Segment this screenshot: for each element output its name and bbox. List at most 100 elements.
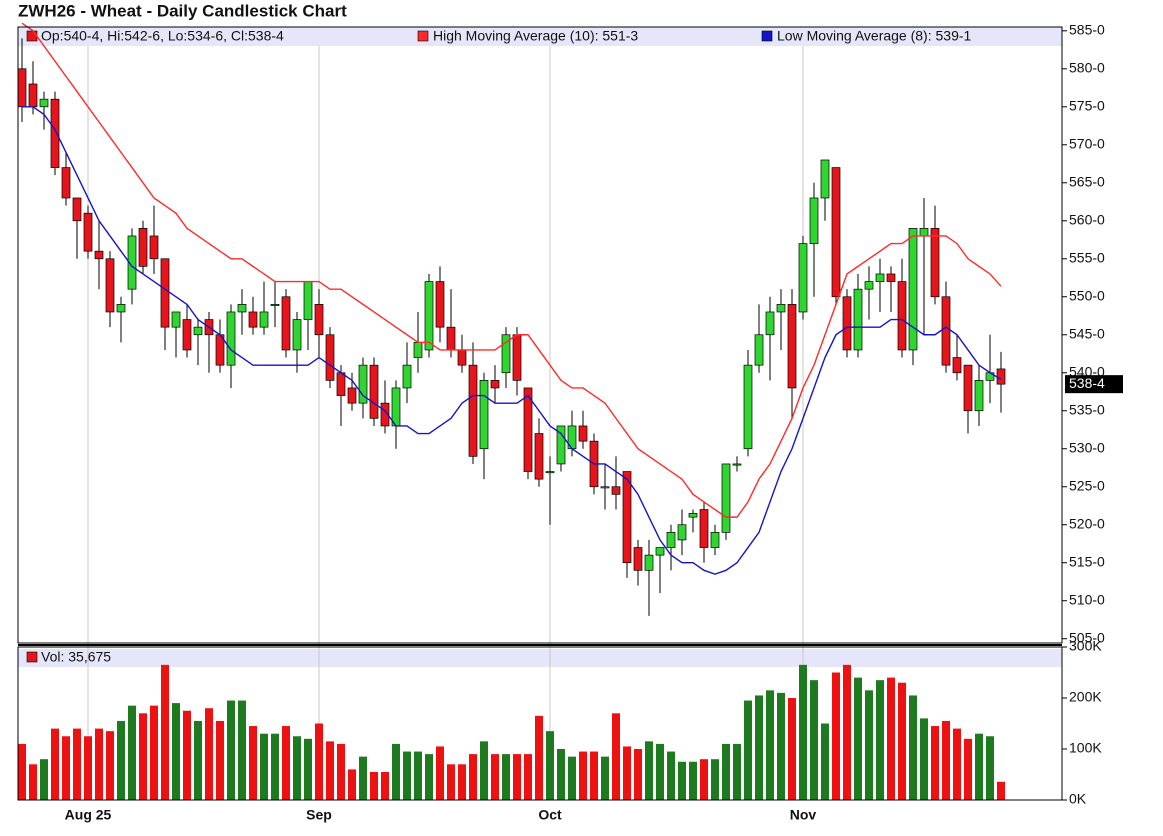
- candle-body: [963, 364, 973, 412]
- volume-bar: [579, 751, 587, 800]
- volume-bar: [491, 754, 499, 800]
- candle-body: [446, 326, 456, 351]
- volume-bar: [359, 756, 367, 800]
- volume-y-tick-label: 200K: [1069, 689, 1102, 705]
- candle-body: [809, 197, 819, 244]
- y-tick-label: 510-0: [1069, 591, 1105, 607]
- candle-body: [17, 68, 27, 108]
- candle-body: [50, 98, 60, 168]
- moving-average: [21, 22, 1002, 518]
- candle-body: [864, 281, 874, 290]
- volume-bar: [832, 672, 840, 800]
- volume-y-tick-label: 0K: [1069, 791, 1087, 807]
- volume-bar: [997, 781, 1005, 800]
- moving-average: [22, 106, 1002, 575]
- volume-bar: [568, 756, 576, 800]
- volume-bar: [876, 680, 884, 800]
- candle-body: [710, 531, 720, 548]
- volume-bar: [612, 713, 620, 800]
- legend-band: [18, 27, 1062, 46]
- volume-bar: [645, 741, 653, 800]
- candle-body: [193, 326, 203, 336]
- y-tick-label: 505-0: [1069, 629, 1105, 645]
- candle-body: [182, 319, 192, 351]
- volume-bar: [480, 741, 488, 800]
- candle-body: [501, 334, 511, 374]
- candle-body: [303, 281, 313, 320]
- volume-bar: [326, 741, 334, 800]
- candle-body: [171, 311, 181, 328]
- volume-bar: [942, 720, 950, 800]
- candle-body: [281, 296, 291, 351]
- volume-bar: [722, 743, 730, 800]
- candle-body: [325, 334, 335, 381]
- volume-panel-frame: [17, 646, 1063, 801]
- volume-bar: [711, 759, 719, 800]
- candle-body: [633, 547, 643, 571]
- volume-bar: [447, 764, 455, 800]
- volume-bar: [986, 736, 994, 800]
- y-tick-label: 545-0: [1069, 325, 1105, 341]
- candle-body: [358, 364, 368, 404]
- volume-bar: [678, 761, 686, 800]
- candle-body: [259, 311, 269, 328]
- volume-bar: [733, 743, 741, 800]
- y-tick-label: 580-0: [1069, 59, 1105, 75]
- candle-body: [83, 212, 93, 252]
- volume-bar: [194, 720, 202, 800]
- candle-body: [688, 512, 698, 518]
- y-tick-label: 565-0: [1069, 173, 1105, 189]
- volume-bar: [161, 664, 169, 800]
- volume-bar: [634, 749, 642, 800]
- candle-body: [765, 311, 775, 336]
- volume-bar: [172, 703, 180, 800]
- volume-bar: [139, 713, 147, 800]
- volume-bar: [667, 751, 675, 800]
- candle-body: [149, 235, 159, 260]
- last-price-label: 538-4: [1069, 375, 1105, 391]
- volume-bar: [216, 720, 224, 800]
- y-tick-label: 530-0: [1069, 439, 1105, 455]
- volume-bar: [964, 738, 972, 800]
- candle-body: [336, 372, 346, 396]
- volume-bar: [623, 746, 631, 800]
- volume-bar: [513, 754, 521, 800]
- volume-bar: [502, 754, 510, 800]
- candle-body: [655, 547, 665, 556]
- volume-bar: [788, 698, 796, 800]
- candle-body: [644, 554, 654, 571]
- candle-body: [369, 364, 379, 419]
- candle-body: [534, 433, 544, 480]
- candle-body: [732, 463, 742, 466]
- volume-bar: [755, 695, 763, 800]
- candle-body: [270, 304, 280, 306]
- volume-bar: [95, 728, 103, 800]
- volume-bar: [128, 705, 136, 800]
- volume-bar: [73, 728, 81, 800]
- candle-body: [523, 387, 533, 472]
- candle-body: [787, 304, 797, 389]
- candle-body: [380, 402, 390, 427]
- volume-bar: [590, 751, 598, 800]
- candle-body: [996, 368, 1006, 385]
- volume-bar: [381, 771, 389, 800]
- candle-body: [666, 531, 676, 548]
- volume-bar: [40, 759, 48, 800]
- volume-bar: [799, 664, 807, 800]
- volume-bar: [238, 700, 246, 800]
- x-tick-label: Aug 25: [65, 807, 112, 823]
- ohlc-label: Op:540-4, Hi:542-6, Lo:534-6, Cl:538-4: [41, 28, 284, 44]
- candle-body: [138, 228, 148, 267]
- y-tick-label: 520-0: [1069, 515, 1105, 531]
- volume-bar: [392, 743, 400, 800]
- volume-bar: [62, 736, 70, 800]
- volume-bar: [370, 771, 378, 800]
- volume-bar: [898, 682, 906, 800]
- legend-label: Low Moving Average (8): 539-1: [777, 28, 972, 44]
- volume-bar: [975, 733, 983, 800]
- candle-body: [116, 304, 126, 313]
- candle-body: [314, 304, 324, 336]
- candle-body: [556, 425, 566, 465]
- candle-body: [875, 273, 885, 282]
- volume-y-tick-label: 300K: [1069, 638, 1102, 654]
